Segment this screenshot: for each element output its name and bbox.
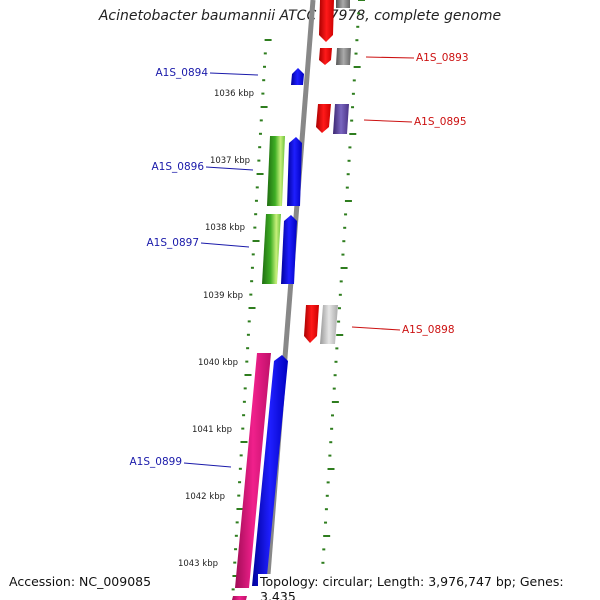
gene-label-a1s-0899[interactable]: A1S_0899 <box>130 456 183 468</box>
gene-label-a1s-0897[interactable]: A1S_0897 <box>147 237 200 249</box>
gene-label-a1s-0893[interactable]: A1S_0893 <box>416 52 469 64</box>
gene-arrow-a1s-0896[interactable] <box>287 137 302 206</box>
scale-label-1036: 1036 kbp <box>214 89 254 99</box>
gene-arrow-a1s-0894[interactable] <box>291 68 304 85</box>
accession-label: Accession: NC_009085 <box>7 574 154 589</box>
cog-block-a1s-0898[interactable] <box>320 305 338 344</box>
scale-label-1040: 1040 kbp <box>198 358 238 368</box>
scale-label-1038: 1038 kbp <box>205 223 245 233</box>
cog-block-a1s-0893[interactable] <box>336 48 351 65</box>
gene-label-a1s-0898[interactable]: A1S_0898 <box>402 324 455 336</box>
gene-arrow-a1s-0893[interactable] <box>319 48 332 65</box>
cog-block-a1s-0895[interactable] <box>333 104 349 134</box>
cog-block-a1s-0899[interactable] <box>235 353 271 588</box>
scale-label-1043: 1043 kbp <box>178 559 218 569</box>
scale-label-1037: 1037 kbp <box>210 156 250 166</box>
scale-labels: 1036 kbp 1037 kbp 1038 kbp 1039 kbp 1040… <box>178 89 254 569</box>
cog-block-top-partial <box>336 0 350 8</box>
cog-block-a1s-0897[interactable] <box>262 214 281 284</box>
outer-tick-track-right <box>321 0 365 564</box>
leader-lines <box>183 56 415 468</box>
gene-arrow-a1s-0897[interactable] <box>281 215 297 284</box>
gene-arrow-a1s-0892[interactable] <box>319 0 334 42</box>
topology-label: Topology: circular; Length: 3,976,747 bp… <box>258 574 600 600</box>
gene-label-a1s-0894[interactable]: A1S_0894 <box>156 67 209 79</box>
cog-block-a1s-0896[interactable] <box>267 136 285 206</box>
scale-label-1041: 1041 kbp <box>192 425 232 435</box>
cog-block-partial-bottom <box>232 596 247 600</box>
gene-arrow-a1s-0898[interactable] <box>304 305 319 343</box>
map-title: Acinetobacter baumannii ATCC 17978, comp… <box>98 8 502 24</box>
scale-label-1039: 1039 kbp <box>203 291 243 301</box>
outer-tick-track-left <box>231 39 272 591</box>
gene-label-a1s-0896[interactable]: A1S_0896 <box>152 161 205 173</box>
scale-label-1042: 1042 kbp <box>185 492 225 502</box>
gene-arrow-a1s-0899[interactable] <box>252 355 288 586</box>
gene-arrow-a1s-0895[interactable] <box>316 104 331 133</box>
gene-label-a1s-0895[interactable]: A1S_0895 <box>414 116 467 128</box>
